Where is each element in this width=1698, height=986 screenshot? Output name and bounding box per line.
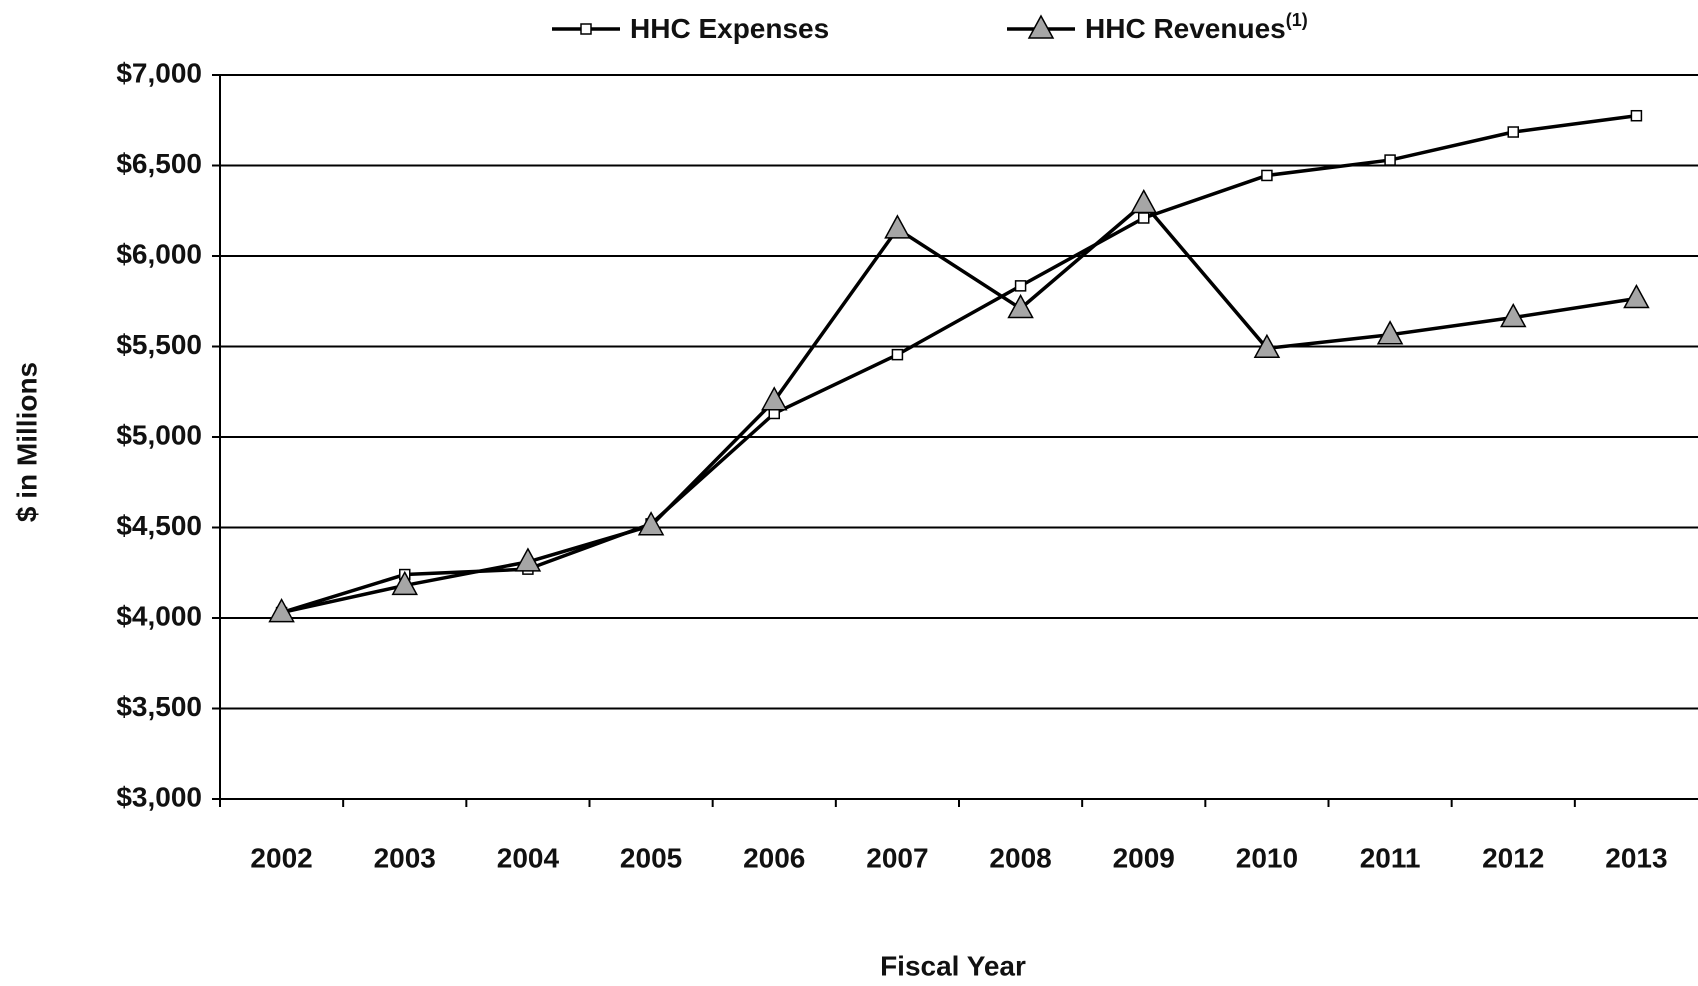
point — [1261, 169, 1273, 182]
series-line — [281, 201, 1637, 615]
x-tick-label: 2002 — [250, 842, 312, 873]
x-tick-label: 2005 — [620, 842, 682, 873]
x-tick-label: 2003 — [374, 842, 436, 873]
point — [1007, 293, 1034, 319]
y-tick-label: $4,000 — [116, 600, 202, 631]
y-axis-title: $ in Millions — [11, 362, 42, 522]
x-tick-label: 2008 — [989, 842, 1051, 873]
y-tick-label: $5,500 — [116, 329, 202, 360]
y-tick-label: $4,500 — [116, 510, 202, 541]
y-tick-label: $7,000 — [116, 57, 202, 88]
point — [1138, 212, 1150, 224]
legend-text: HHC Revenues — [1085, 13, 1286, 44]
point — [1014, 280, 1027, 292]
point — [1507, 126, 1519, 138]
point — [1623, 283, 1650, 309]
point — [1027, 14, 1055, 39]
x-tick-label: 2011 — [1360, 842, 1421, 873]
point — [760, 386, 788, 411]
legend-footnote: (1) — [1286, 10, 1308, 30]
point — [391, 570, 419, 596]
legend-text: HHC Expenses — [630, 13, 829, 44]
point — [1376, 320, 1404, 345]
x-tick-label: 2013 — [1605, 842, 1667, 873]
y-tick-label: $3,500 — [116, 691, 202, 722]
y-tick-label: $6,000 — [116, 238, 202, 269]
point — [891, 348, 904, 361]
x-tick-label: 2010 — [1236, 842, 1298, 873]
y-tick-label: $6,500 — [116, 148, 202, 179]
x-tick-label: 2012 — [1482, 842, 1544, 873]
legend-label: HHC Revenues(1) — [1085, 10, 1308, 45]
legend-label: HHC Expenses — [630, 13, 829, 44]
point — [1253, 333, 1281, 359]
y-tick-label: $5,000 — [116, 419, 202, 450]
series-line — [281, 113, 1637, 615]
point — [1630, 109, 1643, 122]
x-tick-label: 2009 — [1113, 842, 1175, 873]
point — [637, 511, 665, 536]
point — [1499, 302, 1527, 328]
point — [884, 214, 911, 239]
point — [514, 547, 542, 572]
y-tick-label: $3,000 — [116, 781, 202, 812]
point — [268, 598, 295, 623]
x-tick-label: 2006 — [743, 842, 805, 873]
point — [1384, 154, 1396, 166]
x-tick-label: 2007 — [866, 842, 928, 873]
x-axis-title: Fiscal Year — [880, 950, 1026, 981]
point — [580, 23, 592, 35]
x-tick-label: 2004 — [497, 842, 560, 873]
point — [1130, 188, 1158, 214]
